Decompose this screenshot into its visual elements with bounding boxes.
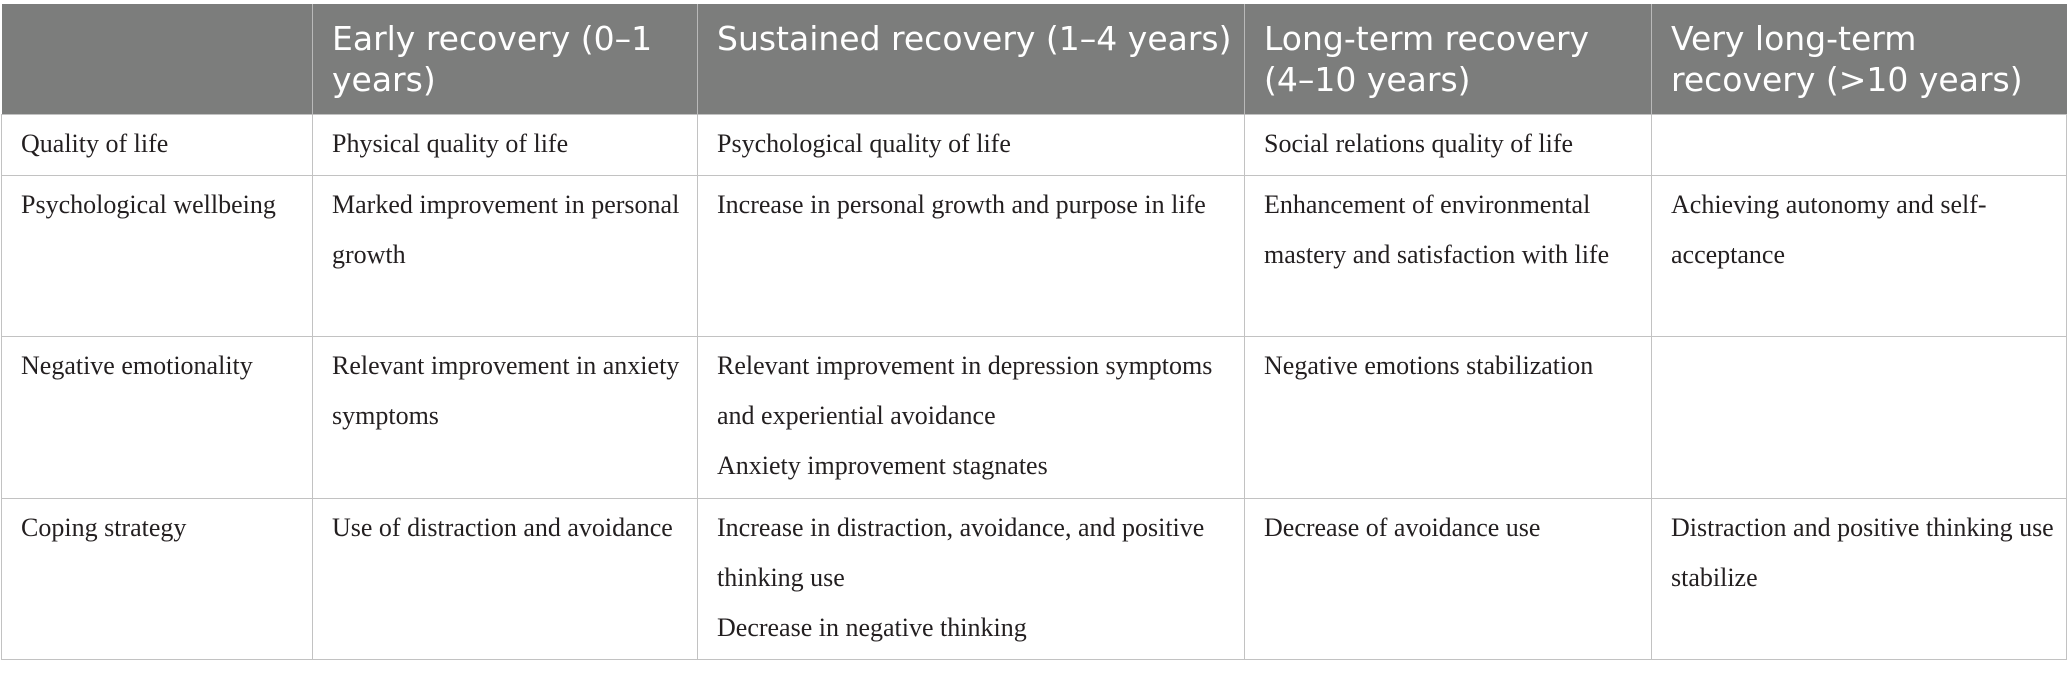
cell-long-term: Decrease of avoidance use (1244, 497, 1652, 660)
cell-sustained-line: Relevant improvement in depression sympt… (717, 350, 1213, 430)
cell-sustained-line: Anxiety improvement stagnates (717, 450, 1048, 480)
cell-sustained-line: Increase in distraction, avoidance, and … (717, 512, 1205, 592)
table-header: Early recovery (0–1 years) Sustained rec… (1, 4, 2067, 114)
row-label: Psychological wellbeing (1, 174, 313, 336)
cell-early: Use of distraction and avoidance (312, 497, 698, 660)
header-very-long-term-recovery: Very long-term recovery (>10 years) (1651, 4, 2067, 114)
header-row: Early recovery (0–1 years) Sustained rec… (1, 4, 2067, 114)
recovery-stages-table: Early recovery (0–1 years) Sustained rec… (1, 4, 2067, 660)
cell-sustained: Increase in personal growth and purpose … (697, 174, 1245, 336)
cell-very-long-term (1651, 335, 2067, 498)
row-label: Coping strategy (1, 497, 313, 660)
cell-early: Relevant improvement in anxiety symptoms (312, 335, 698, 498)
table-row-psychological-wellbeing: Psychological wellbeing Marked improveme… (1, 174, 2067, 336)
cell-sustained: Relevant improvement in depression sympt… (697, 335, 1245, 498)
cell-long-term: Negative emotions stabilization (1244, 335, 1652, 498)
header-early-recovery: Early recovery (0–1 years) (312, 4, 698, 114)
row-label: Negative emotionality (1, 335, 313, 498)
table-row-negative-emotionality: Negative emotionality Relevant improveme… (1, 335, 2067, 498)
row-label: Quality of life (1, 113, 313, 175)
header-long-term-recovery: Long-term recovery (4–10 years) (1244, 4, 1652, 114)
header-sustained-recovery: Sustained recovery (1–4 years) (697, 4, 1245, 114)
cell-early: Physical quality of life (312, 113, 698, 175)
cell-long-term: Enhancement of environmental mastery and… (1244, 174, 1652, 336)
cell-sustained-line: Increase in personal growth and purpose … (717, 189, 1206, 219)
table-row-coping-strategy: Coping strategy Use of distraction and a… (1, 497, 2067, 660)
header-corner-cell (1, 4, 313, 114)
cell-sustained-line: Decrease in negative thinking (717, 612, 1027, 642)
cell-very-long-term (1651, 113, 2067, 175)
cell-early: Marked improvement in personal growth (312, 174, 698, 336)
table-row-quality-of-life: Quality of life Physical quality of life… (1, 113, 2067, 175)
table-body: Quality of life Physical quality of life… (1, 113, 2067, 660)
cell-very-long-term: Distraction and positive thinking use st… (1651, 497, 2067, 660)
cell-sustained: Increase in distraction, avoidance, and … (697, 497, 1245, 660)
cell-very-long-term: Achieving autonomy and self-acceptance (1651, 174, 2067, 336)
cell-sustained-line: Psychological quality of life (717, 128, 1011, 158)
cell-sustained: Psychological quality of life (697, 113, 1245, 175)
cell-long-term: Social relations quality of life (1244, 113, 1652, 175)
